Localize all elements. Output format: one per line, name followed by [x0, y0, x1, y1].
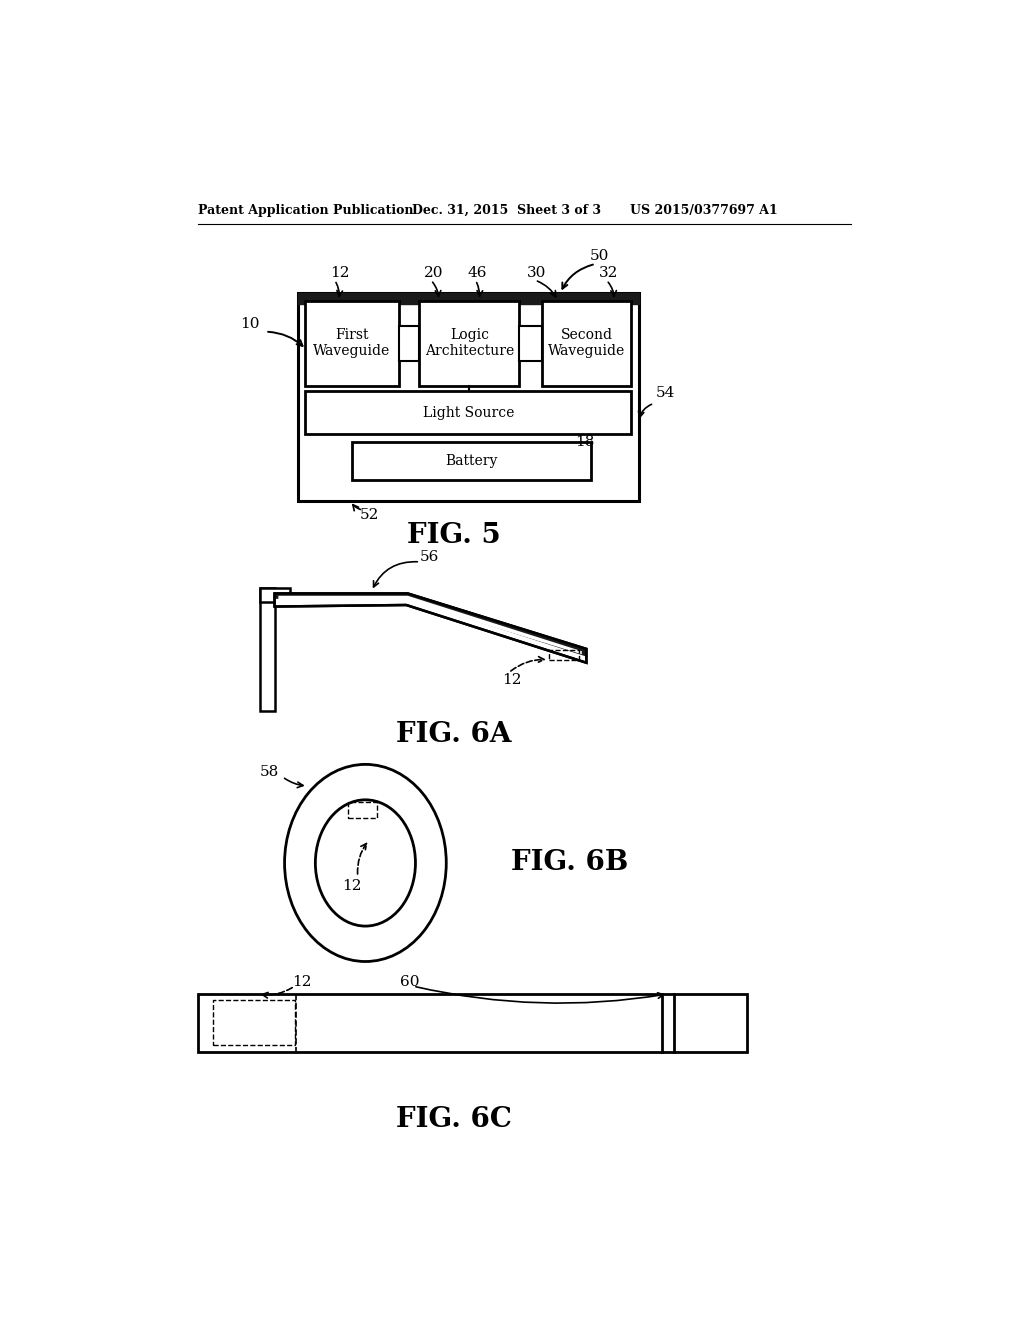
Bar [199, 994, 746, 1052]
Text: Battery: Battery [445, 454, 498, 469]
Bar [549, 649, 580, 660]
Text: 32: 32 [599, 267, 618, 280]
Text: 54: 54 [655, 387, 675, 400]
Text: 10: 10 [241, 317, 260, 331]
Text: FIG. 6B: FIG. 6B [511, 850, 628, 876]
Text: 20: 20 [424, 267, 443, 280]
Text: Logic
Architecture: Logic Architecture [425, 329, 514, 358]
Bar [348, 803, 377, 817]
Text: 12: 12 [342, 879, 361, 894]
Text: 58: 58 [260, 766, 280, 779]
Bar [298, 293, 639, 502]
Text: 12: 12 [292, 975, 311, 989]
Bar [213, 1001, 295, 1045]
Text: Second
Waveguide: Second Waveguide [548, 329, 625, 358]
Polygon shape [274, 594, 587, 663]
Text: Patent Application Publication: Patent Application Publication [199, 205, 414, 218]
Text: 18: 18 [575, 434, 595, 449]
Text: US 2015/0377697 A1: US 2015/0377697 A1 [630, 205, 777, 218]
Text: FIG. 6A: FIG. 6A [396, 721, 512, 748]
Ellipse shape [285, 764, 446, 961]
Text: 50: 50 [590, 249, 609, 263]
Text: 56: 56 [419, 550, 438, 564]
Bar [519, 326, 542, 360]
Bar [260, 589, 290, 602]
Polygon shape [274, 594, 587, 656]
Text: First
Waveguide: First Waveguide [313, 329, 390, 358]
Bar [352, 442, 591, 480]
Text: Dec. 31, 2015  Sheet 3 of 3: Dec. 31, 2015 Sheet 3 of 3 [412, 205, 601, 218]
Text: FIG. 5: FIG. 5 [408, 523, 501, 549]
Text: 30: 30 [527, 267, 547, 280]
Polygon shape [279, 595, 582, 655]
Text: 60: 60 [400, 975, 420, 989]
Text: 12: 12 [330, 267, 349, 280]
Ellipse shape [315, 800, 416, 927]
Bar [305, 301, 398, 385]
Bar [305, 391, 631, 434]
Text: FIG. 6C: FIG. 6C [396, 1106, 512, 1133]
Text: 12: 12 [502, 673, 521, 686]
Bar [419, 301, 519, 385]
Bar [398, 326, 419, 360]
Bar [260, 589, 274, 711]
Bar [542, 301, 631, 385]
Text: Light Source: Light Source [423, 405, 514, 420]
Text: 46: 46 [468, 267, 487, 280]
Text: 52: 52 [360, 508, 380, 521]
